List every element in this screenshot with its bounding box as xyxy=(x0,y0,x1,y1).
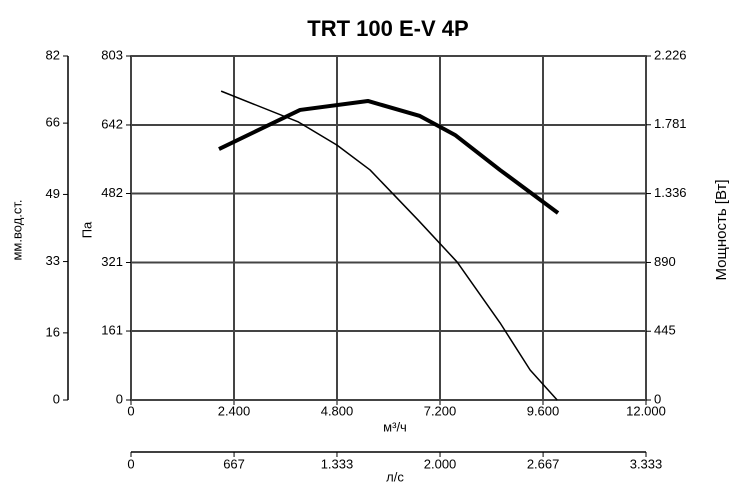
y-tick-label: 803 xyxy=(101,47,123,62)
x-tick-label: 2.400 xyxy=(218,403,251,418)
series-line xyxy=(220,90,558,401)
x2-tick-label: 667 xyxy=(223,456,245,471)
y-mm-tick-label: 16 xyxy=(46,324,60,339)
y-mm-tick-label: 49 xyxy=(46,186,60,201)
y2-tick-label: 445 xyxy=(654,323,676,338)
y2-axis-label: Мощность [Вт] xyxy=(713,179,730,280)
x-tick-label: 7.200 xyxy=(424,403,457,418)
y-tick-label: 482 xyxy=(101,185,123,200)
y-tick-label: 642 xyxy=(101,116,123,131)
series-line xyxy=(218,98,560,215)
y2-tick-label: 890 xyxy=(654,254,676,269)
x-axis-label: м³/ч xyxy=(383,419,407,434)
x2-tick-label: 0 xyxy=(127,456,134,471)
x2-tick-label: 3.333 xyxy=(630,456,663,471)
y-mm-tick-label: 66 xyxy=(46,115,60,130)
y-tick-label: 161 xyxy=(101,322,123,337)
x-tick-label: 4.800 xyxy=(321,403,354,418)
y-mm-tick-label: 33 xyxy=(46,253,60,268)
y-mm-axis-label: мм.вод.ст. xyxy=(9,199,24,260)
y-mm-tick-label: 0 xyxy=(53,391,60,406)
y-tick-label: 321 xyxy=(101,254,123,269)
x2-tick-label: 2.667 xyxy=(527,456,560,471)
y2-tick-label: 1.781 xyxy=(654,116,687,131)
x2-axis-label: л/с xyxy=(386,469,404,484)
y2-tick-label: 0 xyxy=(654,391,661,406)
y-axis-label: Па xyxy=(79,221,94,238)
y-mm-tick-label: 82 xyxy=(46,47,60,62)
y2-tick-label: 2.226 xyxy=(654,47,687,62)
x-tick-label: 12.000 xyxy=(626,403,666,418)
y-tick-label: 0 xyxy=(116,391,123,406)
x-tick-label: 0 xyxy=(127,403,134,418)
y2-tick-label: 1.336 xyxy=(654,185,687,200)
x-tick-label: 9.600 xyxy=(527,403,560,418)
x2-tick-label: 1.333 xyxy=(321,456,354,471)
chart-title: TRT 100 E-V 4P xyxy=(307,16,468,41)
x2-tick-label: 2.000 xyxy=(424,456,457,471)
